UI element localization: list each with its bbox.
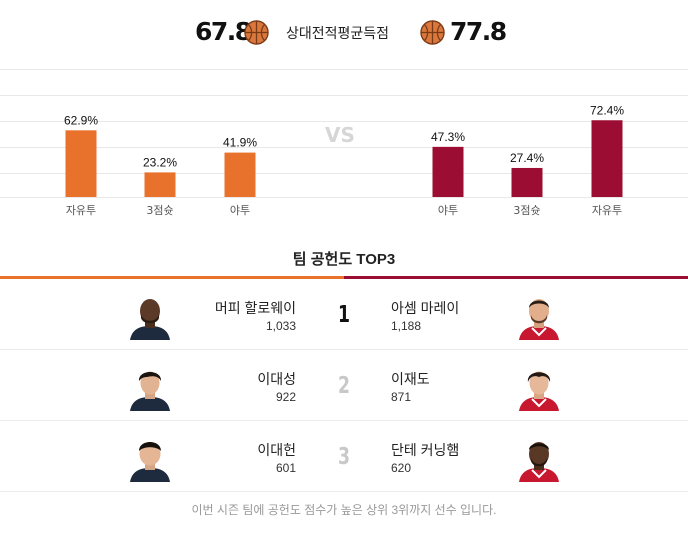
- shooting-percentage-chart: VS 62.9% 자유투 23.2% 3점슛 41.9% 야투 47.3% 야투 27.4% 3점슛…: [0, 68, 688, 228]
- contribution-row: 머피 할로웨이 1,033 1 아셈 마레이 1,188: [0, 279, 688, 350]
- bar-value-label: 41.9%: [223, 136, 257, 150]
- basketball-icon: [420, 20, 445, 45]
- vs-label: VS: [325, 123, 355, 147]
- away-player-name[interactable]: 이재도: [391, 371, 430, 387]
- contribution-row: 이대헌 601 3 단테 커닝햄 620: [0, 421, 688, 492]
- player-avatar[interactable]: [127, 294, 173, 340]
- category-label: 야투: [230, 204, 250, 217]
- bar-value-label: 23.2%: [143, 155, 177, 169]
- basketball-icon: [244, 20, 269, 45]
- bar-value-label: 62.9%: [64, 113, 98, 127]
- category-label: 자유투: [66, 204, 96, 217]
- away-team-divider: [344, 276, 688, 279]
- player-avatar[interactable]: [127, 436, 173, 482]
- rank-number: 2: [337, 373, 350, 399]
- bar: [591, 120, 623, 197]
- away-player-score: 1,188: [391, 319, 422, 333]
- home-player-name[interactable]: 이대헌: [257, 442, 296, 458]
- home-average-score: 67.8: [195, 17, 252, 46]
- home-player-score: 601: [275, 461, 296, 475]
- contribution-list: 머피 할로웨이 1,033 1 아셈 마레이 1,188: [0, 279, 688, 492]
- category-label: 3점슛: [146, 204, 173, 217]
- player-avatar[interactable]: [516, 294, 562, 340]
- away-player-score: 871: [391, 390, 412, 404]
- home-player-score: 1,033: [265, 319, 296, 333]
- bar-value-label: 72.4%: [590, 103, 624, 117]
- bar: [511, 167, 543, 197]
- rank-number: 3: [337, 444, 350, 470]
- category-label: 자유투: [592, 204, 622, 217]
- away-player-score: 620: [391, 461, 412, 475]
- contribution-footnote: 이번 시즌 팀에 공헌도 점수가 높은 상위 3위까지 선수 입니다.: [191, 503, 497, 517]
- away-player-name[interactable]: 단테 커닝햄: [391, 442, 460, 458]
- bar-value-label: 27.4%: [510, 151, 544, 165]
- score-header: 67.8 상대전적평균득점 77.8: [0, 0, 688, 68]
- home-player-name[interactable]: 이대성: [257, 371, 296, 387]
- player-avatar[interactable]: [127, 365, 173, 411]
- rank-number: 1: [337, 302, 350, 328]
- home-team-divider: [0, 276, 344, 279]
- contribution-title: 팀 공헌도 TOP3: [292, 251, 396, 268]
- shooting-chart-svg: VS 62.9% 자유투 23.2% 3점슛 41.9% 야투 47.3% 야투 27.4% 3점슛…: [0, 69, 688, 217]
- bar-value-label: 47.3%: [431, 130, 465, 144]
- bar: [65, 130, 97, 197]
- home-player-score: 922: [275, 390, 296, 404]
- bar: [432, 146, 464, 197]
- average-score-label: 상대전적평균득점: [286, 25, 390, 41]
- home-player-name[interactable]: 머피 할로웨이: [214, 300, 296, 316]
- away-player-name[interactable]: 아셈 마레이: [391, 300, 460, 316]
- category-label: 3점슛: [513, 204, 540, 217]
- player-avatar[interactable]: [516, 365, 562, 411]
- contribution-row: 이대성 922 2 이재도 871: [0, 350, 688, 421]
- bar: [224, 152, 256, 197]
- bar: [144, 172, 176, 197]
- away-average-score: 77.8: [450, 17, 507, 46]
- player-avatar[interactable]: [516, 436, 562, 482]
- category-label: 야투: [438, 204, 458, 217]
